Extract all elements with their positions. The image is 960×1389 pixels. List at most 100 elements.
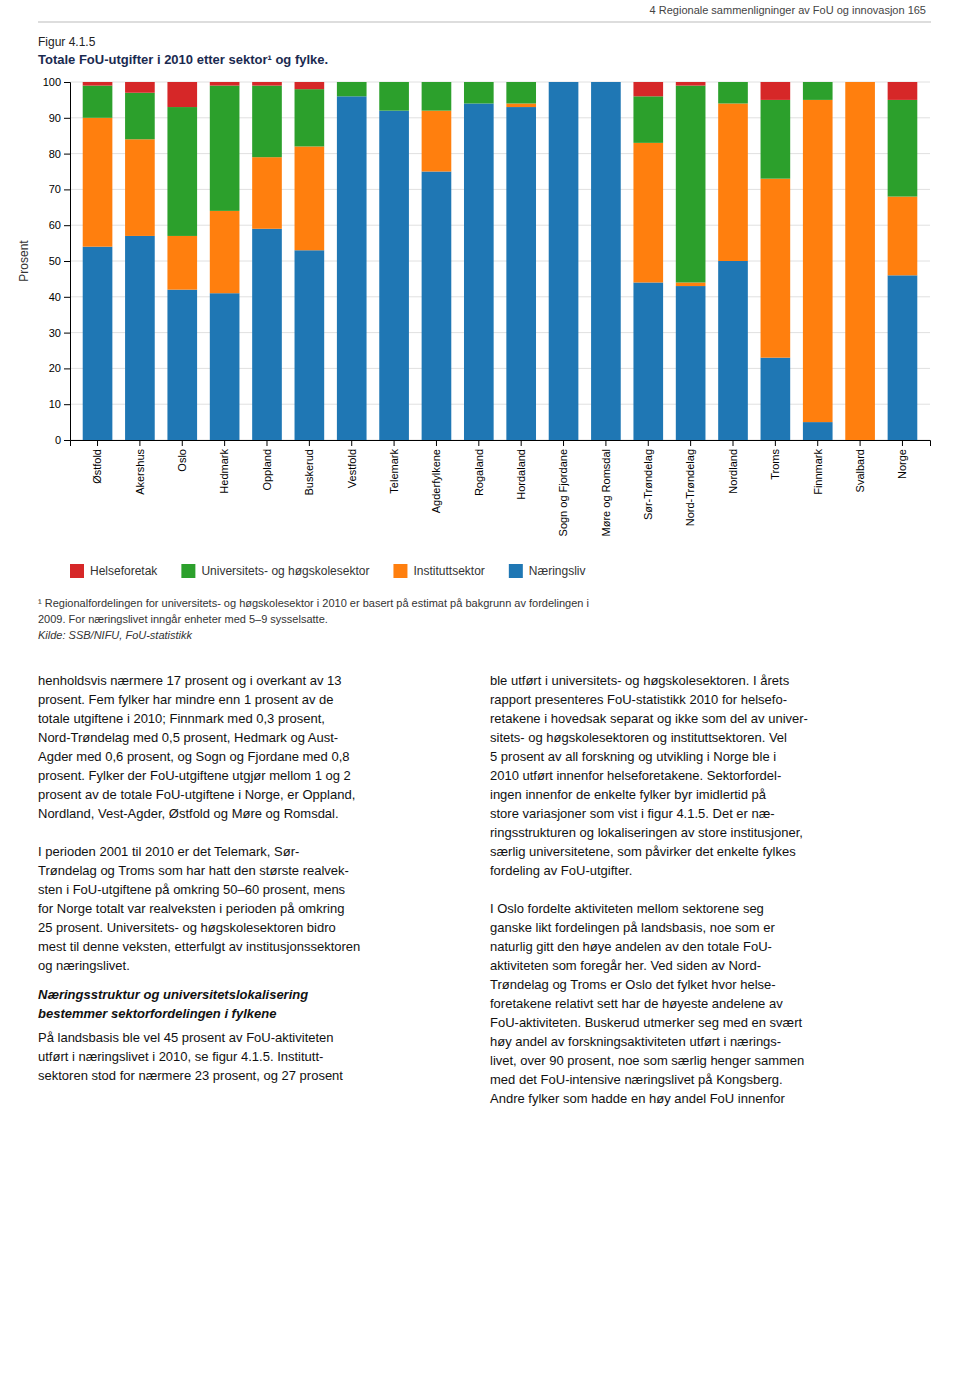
tick-label: 30 — [49, 327, 61, 339]
tick: Troms — [769, 440, 781, 480]
section-heading: Næringsstruktur og universitetslokaliser… — [38, 987, 308, 1002]
tick-mark — [309, 440, 310, 446]
page: 4 Regionale sammenligninger av FoU og in… — [0, 0, 960, 1389]
tick: 50 — [49, 255, 70, 267]
legend-swatch — [509, 564, 523, 578]
grid-line — [70, 189, 930, 190]
figure-label: Figur 4.1.5 — [38, 35, 96, 49]
body-text: sitets- og høgskolesektoren og institutt… — [490, 730, 787, 745]
body-text: utført i næringslivet i 2010, se figur 4… — [38, 1049, 323, 1064]
bar — [295, 146, 325, 250]
bar — [252, 229, 282, 440]
body-text: Andre fylker som hadde en høy andel FoU … — [490, 1091, 786, 1106]
tick-mark — [182, 440, 183, 446]
tick-label: Oppland — [261, 449, 273, 491]
tick-mark — [733, 440, 734, 446]
body-text: foretakene relativt sett har de høyeste … — [490, 996, 783, 1011]
body-text: prosent. Fem fylker har mindre enn 1 pro… — [38, 692, 334, 707]
tick-mark — [690, 440, 691, 446]
tick-mark — [64, 404, 70, 405]
body-text: Nordland, Vest-Agder, Østfold og Møre og… — [38, 806, 339, 821]
tick: 40 — [49, 291, 70, 303]
tick: Hedmark — [218, 440, 230, 494]
bar — [549, 82, 579, 440]
tick-mark — [266, 440, 267, 446]
bar — [549, 82, 579, 83]
bar — [506, 103, 536, 107]
tick-label: Rogaland — [473, 449, 485, 496]
tick-label: 20 — [49, 362, 61, 374]
grid-line — [70, 404, 930, 405]
tick: Agderfylkene — [430, 440, 442, 513]
tick: Norge — [896, 440, 908, 479]
body-text: Trøndelag og Troms som har hatt den stør… — [38, 863, 349, 878]
bar — [252, 157, 282, 229]
tick-label: Norge — [896, 449, 908, 479]
tick-mark — [64, 189, 70, 190]
legend-label: Næringsliv — [529, 564, 586, 578]
tick-label: 50 — [49, 255, 61, 267]
grid-line — [70, 117, 930, 118]
bar — [591, 82, 621, 83]
bar — [83, 82, 113, 86]
tick-mark — [64, 82, 70, 83]
header-rule — [38, 22, 931, 23]
bar — [83, 118, 113, 247]
bars — [83, 82, 918, 440]
grid — [70, 82, 930, 440]
tick-label: Møre og Romsdal — [600, 449, 612, 536]
tick-mark — [64, 440, 70, 441]
body-text: med det FoU-intensive næringslivet på Ko… — [490, 1072, 783, 1087]
tick: Oslo — [176, 440, 188, 472]
tick-label: Sogn og Fjordane — [557, 449, 569, 536]
axis-domain — [71, 441, 931, 447]
body-text: for Norge totalt var realveksten i perio… — [38, 901, 344, 916]
bar — [210, 211, 240, 293]
body-text: Agder med 0,6 prosent, og Sogn og Fjorda… — [38, 749, 349, 764]
tick-mark — [64, 154, 70, 155]
tick: 30 — [49, 327, 70, 339]
tick: Nordland — [727, 440, 739, 494]
y-axis: 0102030405060708090100 — [43, 76, 71, 446]
body-text: I Oslo fordelte aktiviteten mellom sekto… — [490, 901, 764, 916]
tick: Buskerud — [303, 440, 315, 495]
bar — [337, 82, 367, 96]
body-text: livet, over 90 prosent, noe som særlig h… — [490, 1053, 804, 1068]
legend-item: Instituttsektor — [393, 564, 484, 578]
bar-series — [83, 82, 918, 282]
bar — [718, 82, 748, 103]
footnote: 2009. For næringslivet inngår enheter me… — [38, 613, 328, 625]
bar — [167, 236, 197, 290]
tick-mark — [521, 440, 522, 446]
bar — [210, 82, 240, 86]
tick: Nord-Trøndelag — [684, 440, 696, 526]
tick-mark — [64, 297, 70, 298]
bar — [761, 100, 791, 179]
bar-series — [83, 82, 918, 107]
bar — [337, 82, 367, 83]
body-text: sektoren stod for nærmere 23 prosent, og… — [38, 1068, 343, 1083]
bar — [422, 111, 452, 172]
tick: 90 — [49, 112, 70, 124]
tick-label: 10 — [49, 398, 61, 410]
grid-line — [70, 153, 930, 154]
x-axis: ØstfoldAkershusOsloHedmarkOpplandBuskeru… — [71, 440, 931, 536]
bar — [125, 82, 155, 93]
tick: Østfold — [91, 440, 103, 484]
tick-label: 0 — [55, 434, 61, 446]
tick-mark — [64, 118, 70, 119]
bar — [210, 86, 240, 211]
tick: Sør-Trøndelag — [642, 440, 654, 520]
tick-mark — [64, 225, 70, 226]
tick: 80 — [49, 148, 70, 160]
legend-swatch — [70, 564, 84, 578]
tick-label: Troms — [769, 449, 781, 480]
tick: 0 — [55, 434, 70, 446]
tick-mark — [64, 333, 70, 334]
body-text: Nord-Trøndelag med 0,5 prosent, Hedmark … — [38, 730, 338, 745]
body-text: 25 prosent. Universitets- og høgskolesek… — [38, 920, 336, 935]
tick-label: Agderfylkene — [430, 449, 442, 513]
tick-mark — [478, 440, 479, 446]
bar — [83, 247, 113, 440]
bar — [125, 139, 155, 236]
